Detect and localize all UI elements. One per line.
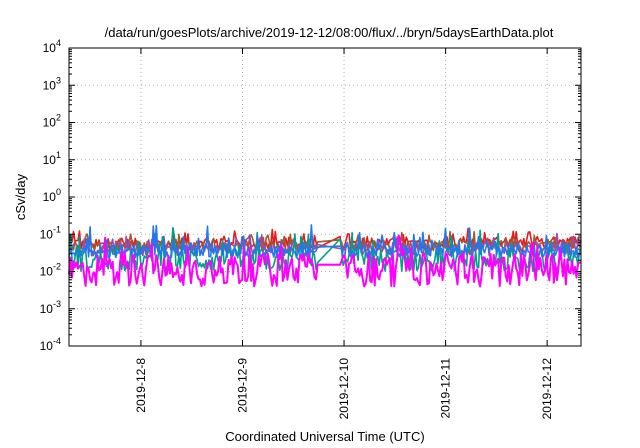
y-tick-label: 10-1 (40, 224, 61, 241)
chart-title: /data/run/goesPlots/archive/2019-12-12/0… (105, 25, 554, 40)
y-tick-label: 100 (43, 187, 61, 204)
y-tick-label: 101 (43, 150, 61, 167)
y-axis: 10-4 10-3 10-2 10-1 100 101 102 103 104 (40, 38, 581, 353)
series-line-6 (68, 234, 582, 288)
x-tick-label: 2019-12-11 (439, 358, 453, 419)
x-axis: 2019-12-8 2019-12-9 2019-12-10 2019-12-11 20… (134, 48, 554, 419)
x-tick-label: 2019-12-12 (540, 358, 554, 420)
y-tick-label: 10-2 (40, 262, 61, 279)
y-tick-label: 102 (43, 113, 61, 130)
x-axis-label: Coordinated Universal Time (UTC) (225, 429, 424, 444)
series-layer (68, 224, 582, 288)
y-axis-label: cSv/day (13, 173, 28, 220)
y-tick-label: 10-4 (40, 336, 61, 353)
x-tick-label: 2019-12-10 (337, 358, 351, 420)
y-tick-label: 10-3 (40, 299, 61, 316)
y-tick-label: 104 (43, 38, 61, 55)
y-tick-label: 103 (43, 75, 61, 92)
x-tick-label: 2019-12-9 (235, 358, 249, 413)
gridlines (69, 48, 581, 346)
x-tick-label: 2019-12-8 (134, 358, 148, 413)
